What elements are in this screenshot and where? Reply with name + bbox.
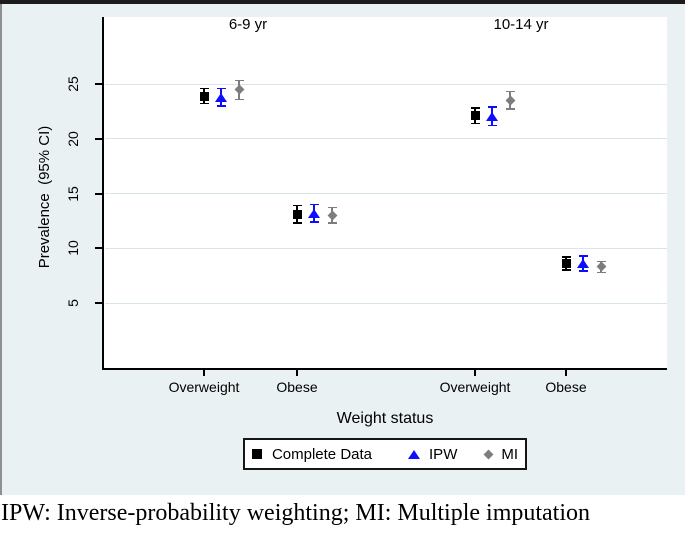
panel-label-10-14yr: 10-14 yr [493,16,549,33]
square-marker-icon [470,111,480,121]
legend-item-complete-data: Complete Data [251,445,373,463]
ci-cap-top [292,204,302,207]
top-border [0,0,685,4]
x-tick [296,370,298,376]
x-tick [565,370,567,376]
ci-cap-bottom [327,222,337,224]
triangle-marker-icon [308,208,320,218]
x-axis-title: Weight status [336,410,434,427]
ci-cap-top [327,206,337,209]
y-tick-label: 10 [65,240,81,257]
ci-cap-top [596,260,606,263]
y-tick [95,192,103,195]
y-tick-label: 15 [65,185,81,202]
y-axis-title: Prevalence (95% CI) [36,125,53,269]
gridline [105,302,667,304]
diamond-marker-icon [483,449,494,459]
y-tick [95,247,103,250]
square-marker-icon [251,449,262,459]
x-tick-label: Obese [545,379,587,395]
y-tick [95,302,103,304]
square-marker-icon [561,259,571,269]
x-tick-label: Obese [276,379,318,395]
gridline [105,83,667,85]
ci-cap-bottom [505,108,515,110]
ci-cap-bottom [309,221,319,223]
ci-cap-top [487,106,497,108]
ci-cap-bottom [470,122,480,125]
legend-item-mi: MI [483,445,519,463]
x-tick [203,370,205,376]
left-border [0,4,2,495]
ci-cap-bottom [292,222,302,224]
ci-cap-bottom [596,271,606,274]
x-axis-line [103,368,667,370]
y-tick-label: 5 [65,299,81,307]
ci-cap-bottom [234,98,244,101]
triangle-marker-icon [486,112,498,122]
figure-caption: IPW: Inverse-probability weighting; MI: … [1,500,591,526]
ci-cap-top [199,87,209,90]
ci-cap-top [505,90,515,93]
legend: Complete Data IPW MI [243,438,527,470]
ci-cap-bottom [561,269,571,271]
y-tick-label: 20 [65,130,81,147]
legend-label-complete-data: Complete Data [271,445,373,463]
ci-cap-bottom [199,102,209,105]
legend-item-ipw: IPW [408,446,457,463]
y-tick [95,83,103,85]
ci-cap-bottom [216,105,226,107]
triangle-marker-icon [215,92,227,102]
ci-cap-top [561,256,571,258]
y-tick [95,137,103,140]
x-tick-label: Overweight [439,379,511,395]
y-tick-label: 25 [65,76,81,92]
triangle-marker-icon [577,259,589,269]
ci-cap-top [309,203,319,206]
square-marker-icon [199,91,209,101]
gridline [105,193,667,194]
x-tick [474,370,476,376]
x-tick-label: Overweight [168,379,240,395]
ci-cap-bottom [578,270,588,272]
square-marker-icon [292,209,302,219]
ci-cap-bottom [487,124,497,127]
ci-cap-top [216,87,226,90]
panel-label-6-9yr: 6-9 yr [228,16,268,33]
ci-cap-top [470,107,480,109]
legend-label-mi: MI [501,445,519,463]
gridline [105,138,667,140]
gridline [105,247,667,249]
triangle-marker-icon [408,449,421,459]
y-axis-line [102,17,104,370]
ci-cap-top [578,255,588,257]
legend-label-ipw: IPW [429,445,458,463]
ci-cap-top [234,79,244,82]
